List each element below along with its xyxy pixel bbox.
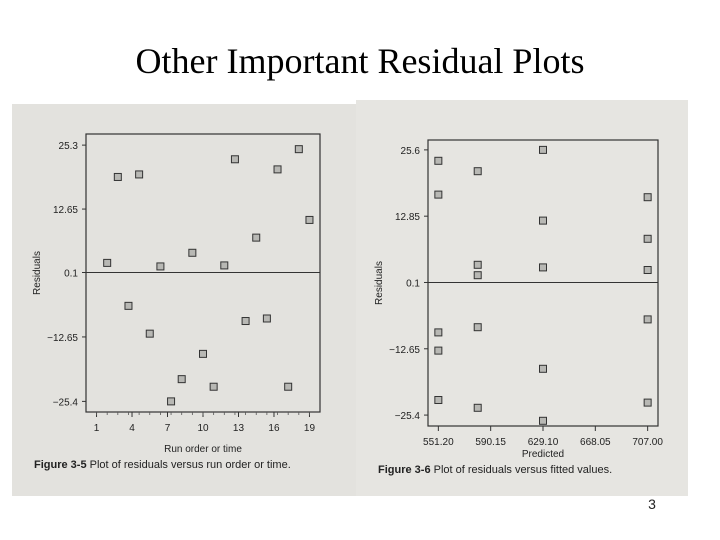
x-tick-label: 10 [197,423,209,434]
data-point [199,349,207,358]
figure-caption-text: Plot of residuals versus fitted values. [434,464,613,476]
x-axis-label: Predicted [522,449,564,460]
data-point [434,190,443,199]
data-point [643,398,652,407]
x-tick-label: 551.20 [423,437,454,448]
data-point [124,301,133,310]
data-point [294,145,303,154]
data-point [262,314,271,323]
y-tick-label: 25.6 [401,146,421,157]
x-tick-label: 1 [94,423,100,434]
y-tick-label: −12.65 [389,345,420,356]
x-tick-label: 7 [165,423,171,434]
data-point [167,397,176,406]
data-point [434,396,443,404]
data-point [230,155,239,164]
data-point [473,260,482,269]
data-point [434,346,443,355]
data-point [103,258,112,267]
x-tick-label: 707.00 [632,437,663,448]
data-point [643,315,652,324]
x-tick-label: 590.15 [475,437,506,448]
data-point [241,317,250,326]
data-point [252,233,261,242]
data-point [305,215,314,224]
y-tick-label: −12.65 [47,333,78,344]
x-tick-label: 629.10 [528,437,559,448]
data-point [539,216,547,225]
y-tick-label: 12.85 [395,212,420,223]
x-tick-label: 668.05 [580,437,611,448]
data-point [188,248,197,257]
data-point [284,382,293,391]
figure-3-5-scan: 25.3 12.65 0.1 −12.65 −25.4 1 4 7 10 13 16 19 Run or… [12,104,356,496]
residuals-vs-run-order-plot: 25.3 12.65 0.1 −12.65 −25.4 1 4 7 10 13 16 19 Run or… [32,133,321,471]
data-point [113,172,122,181]
x-tick-label: 13 [233,423,245,434]
data-point [220,261,229,270]
y-tick-label: 12.65 [53,205,78,216]
data-point [273,165,282,174]
data-point [145,329,154,338]
x-tick-label: 19 [304,423,316,434]
data-point [473,271,482,280]
figure-label: Figure 3-5 [34,459,90,471]
data-point [539,145,547,154]
slide-title: Other Important Residual Plots [135,41,585,81]
y-tick-label: 25.3 [59,141,79,152]
data-point [473,403,482,412]
data-point [539,263,547,272]
x-tick-label: 16 [268,423,280,434]
figure-caption-text: Plot of residuals versus run order or ti… [90,459,291,471]
y-tick-label: 0.1 [406,278,420,289]
figure-caption: Figure 3-6 Plot of residuals versus fitt… [378,464,612,476]
data-point [434,156,443,165]
y-axis-label: Residuals [374,261,385,305]
data-point [643,234,652,243]
figure-label: Figure 3-6 [378,464,434,476]
data-point [156,262,165,271]
data-point [539,416,547,425]
data-point [135,170,144,179]
figure-3-6-scan: 25.6 12.85 0.1 −12.65 −25.4 551.20 590.15 629.1… [356,100,688,496]
y-tick-label: −25.4 [53,397,79,408]
data-point [643,266,652,274]
residuals-vs-fitted-plot: 25.6 12.85 0.1 −12.65 −25.4 551.20 590.15 629.1… [374,139,663,476]
figure-caption: Figure 3-5 Plot of residuals versus run … [34,459,291,471]
data-point [643,193,652,202]
data-point [177,375,186,384]
y-tick-label: 0.1 [64,268,78,279]
x-tick-label: 4 [129,423,135,434]
y-axis-label: Residuals [32,251,43,295]
data-point [209,382,218,391]
data-point [473,323,482,332]
data-point [473,167,482,176]
plot-frame [427,139,659,427]
data-point [434,328,443,337]
y-tick-label: −25.4 [395,411,421,422]
data-point [539,364,547,373]
page-number: 3 [648,496,656,512]
x-axis-label: Run order or time [164,444,242,455]
